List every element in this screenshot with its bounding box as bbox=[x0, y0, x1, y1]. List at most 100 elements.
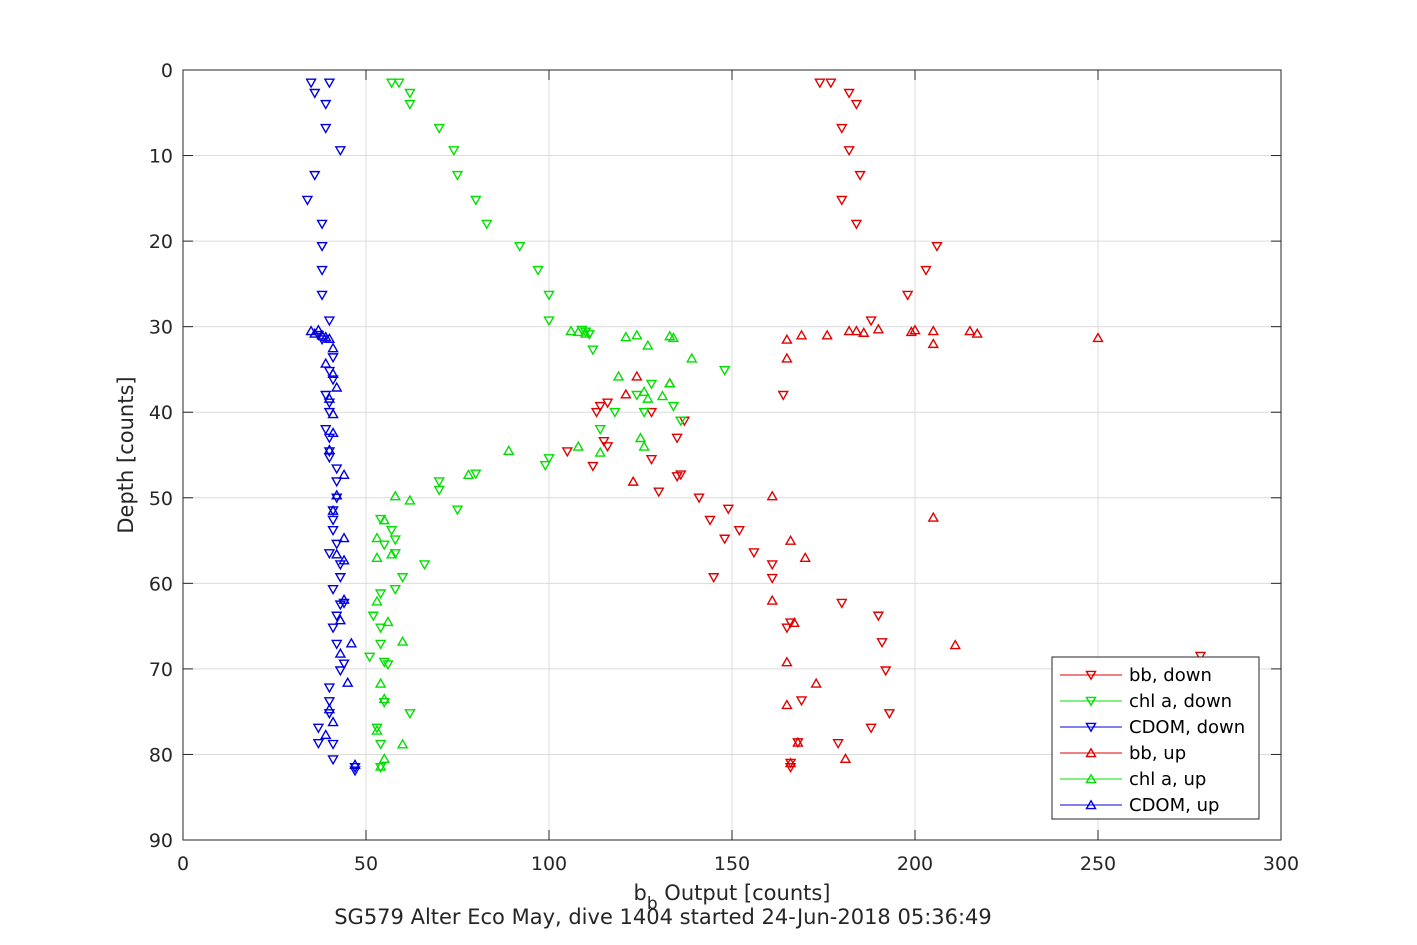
data-point bbox=[316, 265, 328, 276]
data-point bbox=[733, 525, 746, 536]
data-point bbox=[671, 433, 683, 444]
data-point bbox=[323, 316, 336, 327]
data-point bbox=[901, 290, 914, 301]
data-point bbox=[814, 78, 826, 89]
data-point bbox=[327, 755, 339, 766]
data-point bbox=[374, 589, 387, 600]
data-point bbox=[323, 332, 336, 343]
data-point bbox=[320, 99, 332, 110]
data-point bbox=[748, 548, 760, 559]
data-point bbox=[451, 505, 464, 516]
data-point bbox=[543, 316, 555, 327]
data-point bbox=[631, 370, 643, 381]
data-point bbox=[448, 146, 460, 157]
data-point bbox=[784, 762, 797, 773]
data-point bbox=[404, 99, 416, 110]
data-point bbox=[609, 407, 621, 418]
data-point bbox=[594, 425, 606, 436]
data-point bbox=[374, 739, 387, 750]
data-point bbox=[675, 470, 687, 481]
legend-entry: chl a, down bbox=[1060, 691, 1232, 712]
data-point bbox=[795, 329, 808, 340]
data-point bbox=[374, 760, 387, 771]
data-point bbox=[601, 398, 614, 409]
data-point bbox=[331, 477, 343, 488]
data-point bbox=[323, 697, 336, 708]
data-point bbox=[905, 326, 918, 337]
data-point bbox=[634, 432, 647, 443]
data-point bbox=[378, 657, 391, 668]
legend-marker bbox=[1085, 773, 1097, 784]
data-point bbox=[594, 446, 606, 457]
data-point bbox=[638, 440, 650, 451]
data-point bbox=[671, 472, 683, 483]
data-point bbox=[920, 265, 932, 276]
data-point bbox=[481, 219, 493, 230]
data-point bbox=[645, 454, 658, 465]
data-point bbox=[1194, 651, 1207, 662]
data-point bbox=[404, 88, 416, 99]
data-point bbox=[327, 353, 339, 364]
y-tick-label: 40 bbox=[149, 402, 173, 424]
data-point bbox=[327, 342, 339, 353]
data-point bbox=[543, 290, 555, 301]
data-point bbox=[331, 464, 343, 475]
data-point bbox=[653, 487, 665, 498]
series-3 bbox=[620, 323, 1104, 768]
data-point bbox=[722, 504, 735, 515]
data-point bbox=[587, 461, 599, 472]
data-point bbox=[312, 324, 325, 335]
data-point bbox=[320, 425, 332, 436]
data-point bbox=[323, 78, 336, 89]
data-point bbox=[320, 729, 332, 740]
y-axis-title: Depth [counts] bbox=[114, 376, 138, 533]
legend-box bbox=[1051, 656, 1260, 820]
data-point bbox=[382, 616, 394, 627]
x-tick-label: 100 bbox=[531, 853, 567, 875]
data-point bbox=[964, 325, 976, 336]
data-point bbox=[612, 370, 625, 381]
data-point bbox=[784, 534, 797, 545]
data-point bbox=[865, 316, 877, 327]
data-point bbox=[374, 677, 387, 688]
data-point bbox=[331, 381, 343, 392]
data-point bbox=[389, 490, 401, 501]
data-point bbox=[927, 338, 940, 349]
data-point bbox=[667, 332, 680, 343]
data-point bbox=[320, 123, 332, 134]
series-0 bbox=[561, 78, 1207, 773]
data-point bbox=[693, 493, 705, 504]
data-point bbox=[331, 639, 343, 650]
data-point bbox=[718, 534, 731, 545]
data-point bbox=[378, 540, 391, 551]
data-point bbox=[470, 469, 482, 480]
data-point bbox=[850, 325, 863, 336]
data-point bbox=[371, 723, 383, 734]
data-point bbox=[334, 146, 347, 157]
data-point bbox=[949, 639, 961, 650]
series-markers bbox=[301, 78, 1207, 777]
data-point bbox=[323, 703, 336, 714]
y-tick-label: 20 bbox=[149, 231, 173, 253]
data-point bbox=[854, 170, 866, 181]
data-point bbox=[316, 219, 328, 230]
y-tick-label: 70 bbox=[149, 659, 173, 681]
legend-label: bb, down bbox=[1129, 665, 1212, 686]
data-point bbox=[385, 525, 398, 536]
data-point bbox=[371, 724, 383, 735]
data-point bbox=[620, 388, 632, 399]
data-point bbox=[418, 560, 431, 571]
data-point bbox=[642, 392, 654, 403]
data-point bbox=[334, 614, 347, 625]
data-point bbox=[836, 598, 848, 609]
data-point bbox=[338, 532, 350, 543]
x-axis-title: bb Output [counts] bbox=[633, 881, 830, 914]
data-point bbox=[363, 652, 376, 663]
data-point bbox=[378, 693, 391, 704]
data-point bbox=[843, 146, 855, 157]
legend-label: bb, up bbox=[1129, 743, 1186, 764]
data-point bbox=[843, 325, 855, 336]
data-point bbox=[312, 739, 325, 750]
data-point bbox=[451, 170, 464, 181]
